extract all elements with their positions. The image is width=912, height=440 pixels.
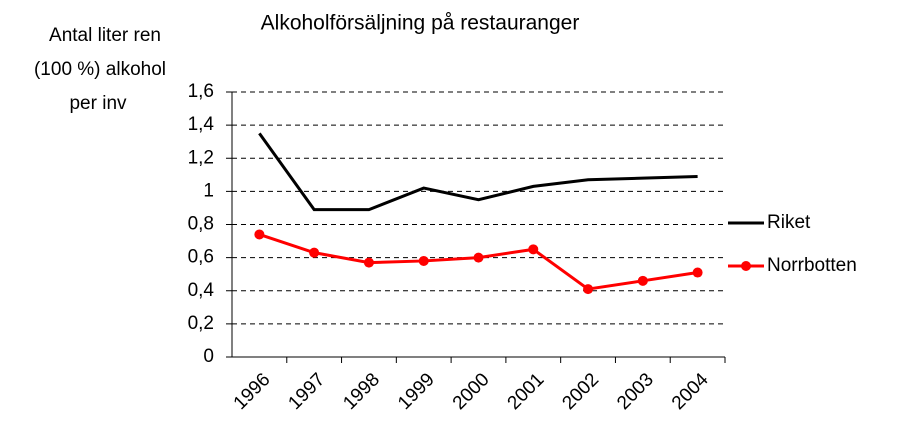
y-tick-label: 1,2 [188,147,214,168]
legend-label: Norrbotten [767,255,857,276]
y-tick-label: 0,2 [188,313,214,334]
y-tick-label: 1,4 [188,114,215,135]
y-tick-label: 1,6 [188,81,214,102]
y-tick-label: 0 [203,346,214,367]
x-tick-label: 1996 [230,369,275,414]
y-tick-label: 0,4 [188,280,215,301]
legend-label: Riket [767,212,811,233]
point [363,257,374,268]
y-axis-label: Antal liter ren [49,25,161,46]
point [692,267,703,278]
x-tick-label: 2001 [504,369,549,414]
point [418,255,429,266]
x-tick-label: 2002 [558,369,603,414]
x-tick-label: 2000 [449,369,494,414]
point [473,252,484,263]
y-axis-label: (100 %) alkohol [34,59,166,80]
y-tick-label: 0,8 [188,214,214,235]
point [528,244,539,255]
y-tick-label: 1 [203,180,214,201]
x-tick-label: 2004 [668,369,713,414]
line [258,132,698,212]
chart-title: Alkoholförsäljning på restauranger [261,12,580,35]
x-tick-label: 2003 [613,369,658,414]
x-tick-label: 1999 [394,369,439,414]
point [254,229,265,240]
y-tick-label: 0,6 [188,247,214,268]
point [583,284,594,295]
point [309,247,320,258]
legend-marker [741,261,751,271]
x-tick-label: 1998 [339,369,384,414]
x-tick-label: 1997 [285,369,330,414]
y-axis-label: per inv [69,93,127,114]
point [637,275,648,286]
